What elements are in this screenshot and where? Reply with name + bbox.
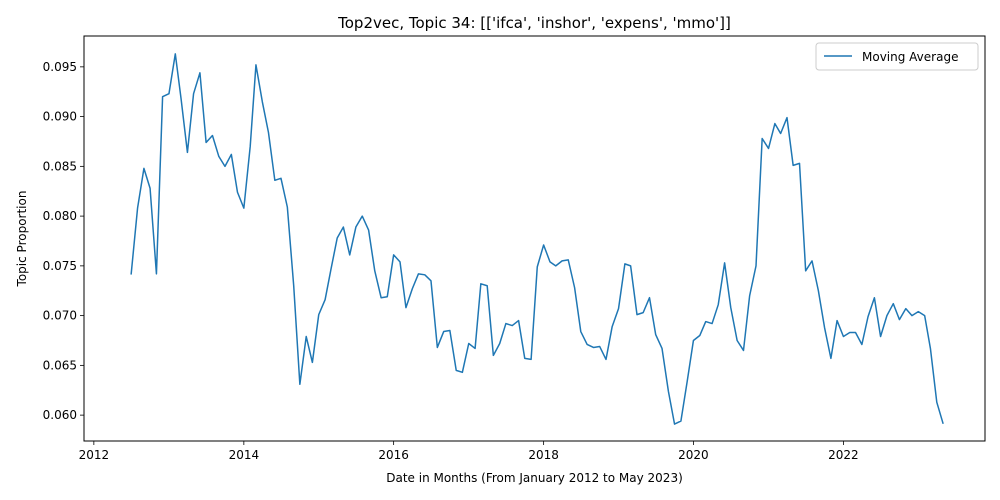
legend-label-moving-average: Moving Average <box>862 50 958 64</box>
x-tick-label: 2012 <box>79 448 110 462</box>
y-tick-label: 0.085 <box>43 159 77 173</box>
x-tick-label: 2014 <box>229 448 260 462</box>
x-axis-ticks: 2012 2014 2016 2018 2020 2022 <box>79 441 859 462</box>
y-axis-ticks: 0.060 0.065 0.070 0.075 0.080 0.085 0.090 0.095 <box>43 60 84 422</box>
y-tick-label: 0.075 <box>43 259 77 273</box>
legend-box <box>815 42 979 71</box>
x-tick-label: 2016 <box>378 448 409 462</box>
series-group <box>130 53 944 425</box>
y-tick-label: 0.090 <box>43 110 77 124</box>
y-tick-label: 0.070 <box>43 309 77 323</box>
y-tick-label: 0.080 <box>43 209 77 223</box>
plot-area-frame <box>83 35 986 442</box>
legend: Moving Average <box>815 42 979 71</box>
chart-title: Top2vec, Topic 34: [['ifca', 'inshor', '… <box>337 14 731 32</box>
x-axis-label: Date in Months (From January 2012 to May… <box>386 471 683 485</box>
y-axis-label: Topic Proportion <box>15 191 29 288</box>
y-tick-label: 0.065 <box>43 358 77 372</box>
x-tick-label: 2020 <box>678 448 709 462</box>
y-tick-label: 0.060 <box>43 408 77 422</box>
x-tick-label: 2022 <box>828 448 859 462</box>
series-line-0 <box>130 53 944 425</box>
x-tick-label: 2018 <box>528 448 559 462</box>
y-tick-label: 0.095 <box>43 60 77 74</box>
